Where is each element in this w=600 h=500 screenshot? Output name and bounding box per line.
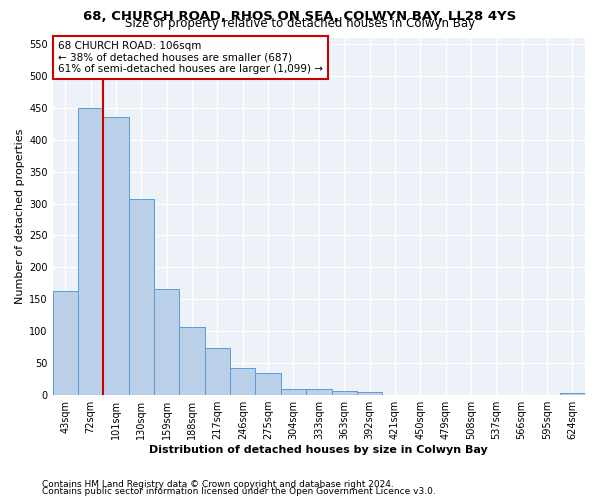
Text: Contains public sector information licensed under the Open Government Licence v3: Contains public sector information licen… [42,487,436,496]
Bar [103,118,129,395]
Y-axis label: Number of detached properties: Number of detached properties [15,128,25,304]
Text: 68, CHURCH ROAD, RHOS ON SEA, COLWYN BAY, LL28 4YS: 68, CHURCH ROAD, RHOS ON SEA, COLWYN BAY… [83,10,517,23]
Bar [230,368,256,395]
X-axis label: Distribution of detached houses by size in Colwyn Bay: Distribution of detached houses by size … [149,445,488,455]
Bar [306,388,332,395]
Bar [256,372,281,395]
Bar [179,328,205,395]
Bar [78,108,103,395]
Bar [205,348,230,395]
Text: 68 CHURCH ROAD: 106sqm
← 38% of detached houses are smaller (687)
61% of semi-de: 68 CHURCH ROAD: 106sqm ← 38% of detached… [58,41,323,74]
Bar [560,392,585,395]
Bar [357,392,382,395]
Bar [53,291,78,395]
Bar [154,289,179,395]
Bar [129,199,154,395]
Text: Contains HM Land Registry data © Crown copyright and database right 2024.: Contains HM Land Registry data © Crown c… [42,480,394,489]
Text: Size of property relative to detached houses in Colwyn Bay: Size of property relative to detached ho… [125,18,475,30]
Bar [332,390,357,395]
Bar [281,388,306,395]
